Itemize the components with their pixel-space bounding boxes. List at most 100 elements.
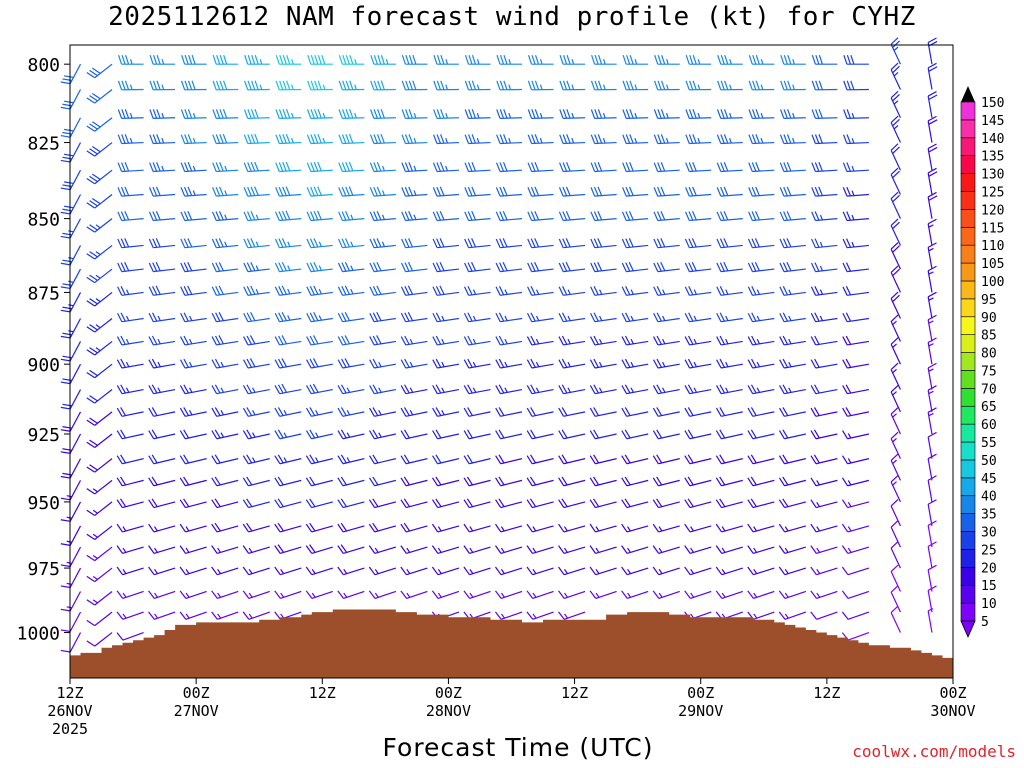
barb-flag <box>216 80 221 90</box>
wind-barb <box>338 133 365 145</box>
wind-barb <box>559 134 586 145</box>
barb-flag <box>621 286 627 296</box>
barb-flag <box>527 211 533 221</box>
wind-barb <box>337 544 365 554</box>
barb-shaft <box>689 291 712 296</box>
wind-barb <box>242 566 270 576</box>
wind-barb <box>621 429 649 440</box>
barb-half-flag <box>413 165 417 172</box>
wind-barb <box>180 210 207 222</box>
barb-shaft <box>501 611 523 620</box>
barb-flag <box>281 210 287 221</box>
barb-half-flag <box>627 547 631 553</box>
barb-flag <box>463 336 470 346</box>
barb-flag <box>436 162 442 172</box>
barb-flag <box>527 54 533 65</box>
barb-flag <box>653 336 659 346</box>
wind-barb <box>179 476 207 487</box>
barb-flag <box>787 109 792 119</box>
barb-flag <box>250 134 256 144</box>
barb-flag <box>246 358 253 368</box>
wind-barb <box>622 162 649 173</box>
barb-flag <box>277 498 284 508</box>
barb-flag <box>151 407 158 416</box>
barb-half-flag <box>665 137 669 144</box>
barb-half-flag <box>662 338 666 345</box>
barb-flag <box>467 312 473 322</box>
wind-barb <box>337 566 365 576</box>
wind-barb <box>927 115 938 143</box>
barb-shaft <box>783 117 806 119</box>
wind-barb <box>211 611 239 620</box>
barb-half-flag <box>725 361 729 368</box>
barb-flag <box>654 80 659 91</box>
barb-half-flag <box>129 112 133 119</box>
barb-flag <box>468 109 473 119</box>
barb-flag <box>412 80 417 90</box>
wind-barb <box>179 523 207 533</box>
barb-shaft <box>500 546 523 554</box>
barb-half-flag <box>161 84 165 90</box>
barb-flag <box>120 407 126 416</box>
barb-shaft <box>248 546 270 554</box>
barb-half-flag <box>185 613 190 619</box>
barb-half-flag <box>504 315 508 321</box>
barb-flag <box>408 186 413 196</box>
colorbar-cell <box>960 155 976 174</box>
barb-half-flag <box>760 112 764 119</box>
barb-flag <box>622 109 627 119</box>
barb-flag <box>439 210 445 221</box>
barb-flag <box>810 566 817 576</box>
barb-flag <box>845 384 852 394</box>
barb-flag <box>180 312 186 322</box>
barb-flag <box>285 186 291 196</box>
barb-shaft <box>532 525 554 533</box>
barb-flag <box>715 590 723 599</box>
y-tick-label: 825 <box>27 134 60 155</box>
barb-flag <box>845 312 852 322</box>
barb-flag <box>499 262 505 272</box>
barb-flag <box>148 407 155 417</box>
wind-barb <box>495 312 523 323</box>
barb-flag <box>155 186 161 196</box>
barb-shaft <box>531 193 554 197</box>
barb-shaft <box>784 340 806 346</box>
wind-barb <box>715 498 743 509</box>
wind-barb <box>117 286 144 296</box>
wind-barb <box>148 210 176 222</box>
wind-barb <box>148 238 176 249</box>
barb-flag <box>275 54 280 65</box>
barb-flag <box>463 545 470 554</box>
colorbar-cell <box>960 459 976 479</box>
barb-shaft <box>406 590 428 599</box>
wind-barb <box>463 384 491 395</box>
barb-flag <box>892 118 900 127</box>
barb-flag <box>218 210 224 221</box>
wind-barb <box>716 286 743 296</box>
barb-flag <box>435 498 442 508</box>
barb-shaft <box>374 363 396 369</box>
barb-flag <box>317 133 322 144</box>
wind-barb <box>779 358 806 369</box>
wind-barb <box>715 523 743 533</box>
colorbar-label: 95 <box>981 293 997 308</box>
barb-half-flag <box>697 84 701 90</box>
barb-flag <box>779 286 785 296</box>
barb-half-flag <box>122 568 127 574</box>
barb-flag <box>464 134 470 144</box>
wind-barb <box>842 162 869 173</box>
barb-shaft <box>310 340 333 346</box>
barb-flag <box>890 475 899 483</box>
wind-barb <box>558 238 586 249</box>
barb-shaft <box>342 340 365 346</box>
barb-flag <box>117 187 123 197</box>
barb-shaft <box>721 567 743 576</box>
barb-flag <box>317 80 322 90</box>
barb-flag <box>558 238 564 248</box>
barb-half-flag <box>634 112 638 119</box>
barb-flag <box>183 335 189 345</box>
barb-flag <box>412 54 417 65</box>
barb-half-flag <box>157 315 161 321</box>
barb-half-flag <box>816 547 821 553</box>
barb-half-flag <box>729 59 732 65</box>
